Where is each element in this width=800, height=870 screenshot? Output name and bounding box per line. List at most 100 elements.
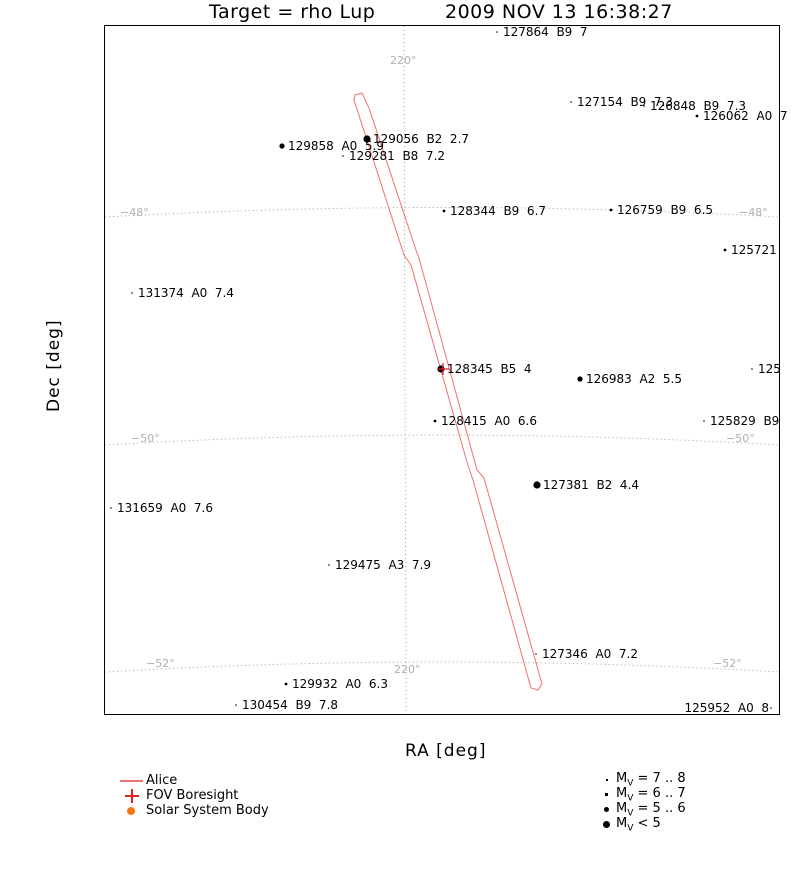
plot-title: Target = rho Lup 2009 NOV 13 16:38:27 xyxy=(0,0,800,26)
dec-48-line xyxy=(104,207,780,218)
ra-label-top: 220° xyxy=(390,54,417,67)
star-label: 127381 B2 4.4 xyxy=(543,478,639,492)
star-125: 125 xyxy=(751,362,781,376)
star-dot-icon xyxy=(603,821,610,828)
star-label: 125829 B9 xyxy=(710,414,779,428)
star-dot-icon xyxy=(363,135,371,143)
star-dot-icon xyxy=(533,481,541,489)
star-127864: 127864 B9 7 xyxy=(496,25,588,39)
dec-50-label-left: −50° xyxy=(131,432,160,445)
star-127154: 127154 B9 7.3 xyxy=(570,95,673,109)
star-label: 129281 B8 7.2 xyxy=(349,149,445,163)
star-label: 131374 A0 7.4 xyxy=(138,286,234,300)
star-128415: 128415 A0 6.6 xyxy=(433,414,537,428)
star-label: 129932 A0 6.3 xyxy=(292,677,388,691)
star-dot-icon xyxy=(643,105,645,107)
star-label: 131659 A0 7.6 xyxy=(117,501,213,515)
star-129475: 129475 A3 7.9 xyxy=(328,558,431,572)
star-dot-icon xyxy=(770,707,772,709)
star-dot-icon xyxy=(723,248,727,252)
dec-52-label-right: −52° xyxy=(713,657,742,670)
star-label: 128415 A0 6.6 xyxy=(441,414,537,428)
star-dot-icon xyxy=(279,143,285,149)
magnitude-lt-5: MV < 5 xyxy=(598,816,661,833)
legend-item-solar-system: Solar System Body xyxy=(118,803,269,818)
star-131659: 131659 A0 7.6 xyxy=(110,501,213,515)
dec-52-label-left: −52° xyxy=(146,657,175,670)
star-129056: 129056 B2 2.7 xyxy=(363,132,469,146)
star-125952: 125952 A0 8 xyxy=(684,701,772,715)
star-125829: 125829 B9 xyxy=(703,414,779,428)
x-axis-label: RA [deg] xyxy=(405,741,487,761)
star-130454: 130454 B9 7.8 xyxy=(235,698,338,712)
star-label: 125721 xyxy=(731,243,777,257)
magnitude-5-6: MV = 5 .. 6 xyxy=(598,801,686,818)
legend-label-boresight: FOV Boresight xyxy=(146,788,239,803)
star-dot-icon xyxy=(751,368,753,370)
star-dot-icon xyxy=(606,779,608,781)
star-label: 125952 A0 8 xyxy=(684,701,769,715)
star-label: 128345 B5 4 xyxy=(447,362,532,376)
fov-boresight-marker xyxy=(437,363,449,375)
star-dot-icon xyxy=(609,208,613,212)
star-label: 129056 B2 2.7 xyxy=(373,132,469,146)
star-128345: 128345 B5 4 xyxy=(437,362,532,376)
star-126759: 126759 B9 6.5 xyxy=(609,203,713,217)
star-dot-icon xyxy=(342,155,344,157)
star-label: 127864 B9 7 xyxy=(503,25,588,39)
star-dot-icon xyxy=(496,31,498,33)
star-label: 129858 A0 5.9 xyxy=(288,139,384,153)
alice-fov-outline xyxy=(353,92,543,691)
star-label: 126983 A2 5.5 xyxy=(586,372,682,386)
y-axis-label: Dec [deg] xyxy=(44,319,64,412)
magnitude-7-8: MV = 7 .. 8 xyxy=(598,771,686,788)
plot-frame xyxy=(104,25,780,715)
star-129281: 129281 B8 7.2 xyxy=(342,149,445,163)
legend-item-boresight: FOV Boresight xyxy=(118,788,238,803)
star-129932: 129932 A0 6.3 xyxy=(284,677,388,691)
star-126983: 126983 A2 5.5 xyxy=(577,372,682,386)
star-dot-icon xyxy=(577,376,583,382)
star-129858: 129858 A0 5.9 xyxy=(279,139,384,153)
coordinate-grid xyxy=(104,25,780,715)
star-dot-icon xyxy=(131,292,133,294)
dec-48-label-left: −48° xyxy=(120,206,149,219)
star-dot-icon xyxy=(442,209,446,213)
legend-label-solar-system: Solar System Body xyxy=(146,803,269,818)
dec-50-label-right: −50° xyxy=(726,432,755,445)
star-dot-icon xyxy=(110,507,112,509)
star-dot-icon xyxy=(235,704,237,706)
legend-item-alice: Alice xyxy=(118,773,177,788)
dec-50-line xyxy=(104,434,780,446)
star-label: 125 xyxy=(758,362,781,376)
star-label: 130454 B9 7.8 xyxy=(242,698,338,712)
star-label: 127154 B9 7.3 xyxy=(577,95,673,109)
star-dot-icon xyxy=(604,807,609,812)
dot-icon xyxy=(127,807,135,815)
star-126848: 126848 B9 7.3 xyxy=(643,99,746,113)
star-label: 126062 A0 7 xyxy=(703,109,788,123)
star-131374: 131374 A0 7.4 xyxy=(131,286,234,300)
star-dot-icon xyxy=(570,101,572,103)
star-126062: 126062 A0 7 xyxy=(695,109,788,123)
dec-48-label-right: −48° xyxy=(739,206,768,219)
legend-label-alice: Alice xyxy=(146,773,178,788)
star-dot-icon xyxy=(284,682,288,686)
star-dot-icon xyxy=(695,114,699,118)
star-127381: 127381 B2 4.4 xyxy=(533,478,639,492)
star-127346: 127346 A0 7.2 xyxy=(535,647,638,661)
star-dot-icon xyxy=(605,793,608,796)
timestamp-label: 2009 NOV 13 16:38:27 xyxy=(445,1,673,23)
star-label: 126848 B9 7.3 xyxy=(650,99,746,113)
target-label: Target = rho Lup xyxy=(209,1,376,23)
magnitude-6-7: MV = 6 .. 7 xyxy=(598,786,686,803)
star-125721: 125721 xyxy=(723,243,777,257)
star-label: 128344 B9 6.7 xyxy=(450,204,546,218)
star-label: 129475 A3 7.9 xyxy=(335,558,431,572)
star-label: 127346 A0 7.2 xyxy=(542,647,638,661)
star-label: 126759 B9 6.5 xyxy=(617,203,713,217)
dec-52-line xyxy=(104,661,780,673)
star-128344: 128344 B9 6.7 xyxy=(442,204,546,218)
